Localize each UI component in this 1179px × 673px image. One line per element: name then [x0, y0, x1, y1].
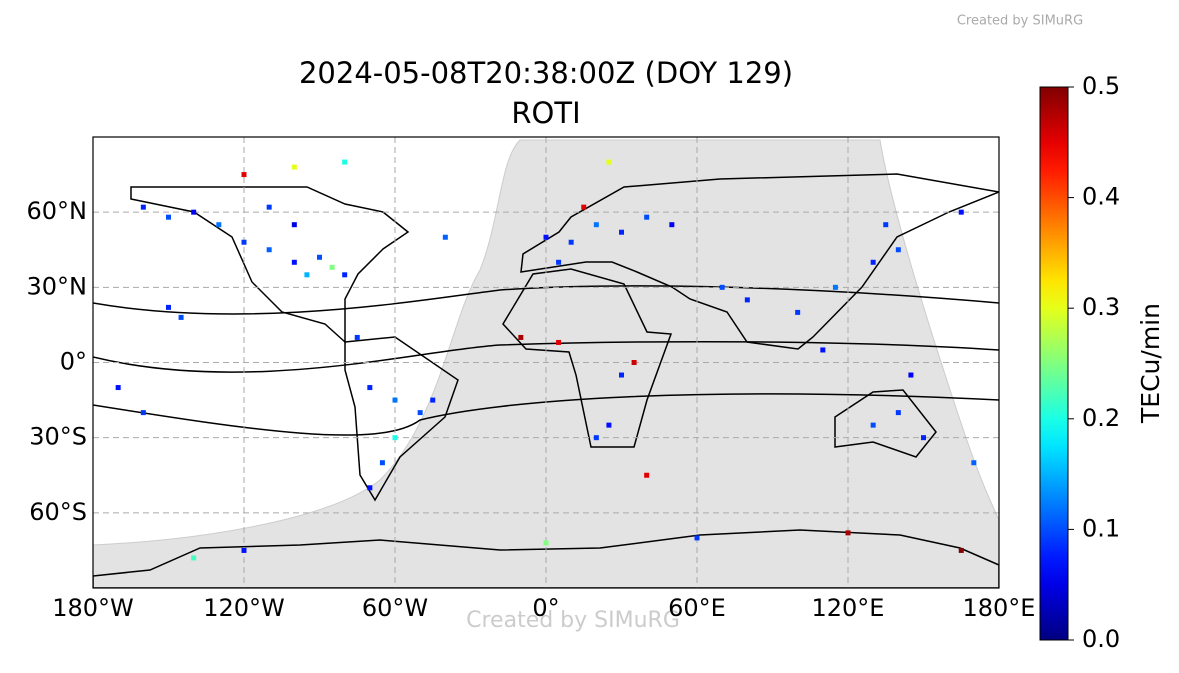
- points: [115, 159, 977, 561]
- colorbar-tick-label: 0.4: [1082, 183, 1120, 211]
- roti-point: [895, 247, 901, 253]
- roti-point: [266, 247, 272, 253]
- coastlines: [93, 173, 999, 588]
- watermark: Created by SIMuRG: [957, 14, 1083, 29]
- roti-point: [291, 259, 297, 265]
- roti-point: [958, 547, 964, 553]
- roti-point: [342, 272, 348, 278]
- colorbar-label: TECu/min: [1136, 303, 1165, 424]
- roti-point: [795, 309, 801, 315]
- roti-point: [631, 360, 637, 365]
- roti-point: [166, 304, 171, 310]
- roti-point: [644, 472, 650, 478]
- roti-point: [342, 159, 348, 165]
- y-tick-label: 30°N: [27, 272, 88, 300]
- roti-point: [593, 222, 599, 228]
- roti-point: [442, 234, 448, 240]
- roti-point: [958, 209, 964, 215]
- roti-point: [870, 422, 876, 428]
- roti-point: [644, 214, 650, 220]
- roti-point: [619, 229, 624, 235]
- roti-point: [556, 339, 562, 345]
- map-title: 2024-05-08T20:38:00Z (DOY 129): [299, 56, 793, 90]
- colorbar: [1039, 86, 1069, 641]
- x-tick-label: 60°W: [362, 594, 428, 622]
- x-tick-label: 120°W: [203, 594, 285, 622]
- roti-point: [379, 460, 385, 466]
- map-frame: [92, 136, 1000, 589]
- roti-point: [568, 239, 574, 245]
- roti-point: [895, 410, 901, 416]
- colorbar-tick-label: 0.5: [1082, 72, 1120, 100]
- roti-point: [744, 297, 750, 303]
- roti-point: [241, 547, 247, 553]
- roti-point: [669, 222, 675, 228]
- roti-point: [694, 535, 700, 541]
- roti-point: [216, 222, 222, 228]
- roti-point: [392, 435, 398, 441]
- roti-point: [266, 204, 272, 210]
- roti-point: [883, 222, 889, 228]
- map-subtitle: ROTI: [511, 96, 580, 130]
- roti-point: [115, 385, 121, 391]
- roti-point: [845, 530, 851, 536]
- night-shade: [93, 139, 999, 588]
- roti-point: [417, 410, 423, 416]
- y-tick-label: 60°N: [27, 197, 88, 225]
- roti-point: [241, 172, 247, 178]
- colorbar-tick-label: 0.0: [1082, 625, 1120, 653]
- roti-point: [367, 485, 373, 491]
- roti-point: [581, 204, 587, 210]
- roti-point: [392, 397, 398, 403]
- x-tick-label: 180°W: [52, 594, 134, 622]
- roti-point: [593, 435, 599, 441]
- map-layer: [93, 137, 999, 588]
- watermark: Created by SIMuRG: [466, 608, 680, 633]
- roti-point: [178, 314, 184, 320]
- x-tick-label: 120°E: [812, 594, 885, 622]
- roti-point: [543, 540, 549, 546]
- x-tick-label: 60°E: [668, 594, 726, 622]
- roti-point: [870, 259, 876, 265]
- roti-point: [971, 460, 977, 466]
- colorbar-tick-label: 0.3: [1082, 293, 1120, 321]
- roti-point: [832, 284, 838, 290]
- x-tick-label: 0°: [532, 594, 559, 622]
- roti-point: [619, 372, 624, 378]
- roti-point: [304, 272, 310, 278]
- roti-point: [606, 422, 612, 428]
- x-tick-label: 180°E: [963, 594, 1036, 622]
- roti-point: [140, 410, 146, 416]
- roti-point: [518, 334, 524, 340]
- roti-point: [291, 222, 297, 228]
- grid: [93, 137, 999, 588]
- roti-point: [354, 334, 360, 340]
- roti-point: [241, 239, 247, 245]
- roti-point: [908, 372, 914, 378]
- roti-point: [166, 214, 171, 220]
- roti-point: [719, 284, 725, 290]
- y-tick-label: 0°: [60, 348, 87, 376]
- colorbar-tick-label: 0.2: [1082, 404, 1120, 432]
- roti-point: [191, 555, 197, 561]
- roti-point: [430, 397, 436, 403]
- roti-point: [140, 204, 146, 210]
- roti-point: [329, 264, 335, 270]
- y-tick-label: 30°S: [29, 423, 87, 451]
- y-tick-label: 60°S: [29, 498, 87, 526]
- roti-point: [606, 159, 612, 165]
- roti-point: [556, 259, 562, 265]
- roti-point: [820, 347, 826, 353]
- roti-point: [543, 234, 549, 240]
- roti-point: [317, 254, 322, 260]
- roti-point: [291, 164, 297, 170]
- roti-point: [921, 435, 926, 441]
- colorbar-tick-label: 0.1: [1082, 514, 1120, 542]
- roti-point: [191, 209, 197, 215]
- roti-point: [367, 385, 373, 391]
